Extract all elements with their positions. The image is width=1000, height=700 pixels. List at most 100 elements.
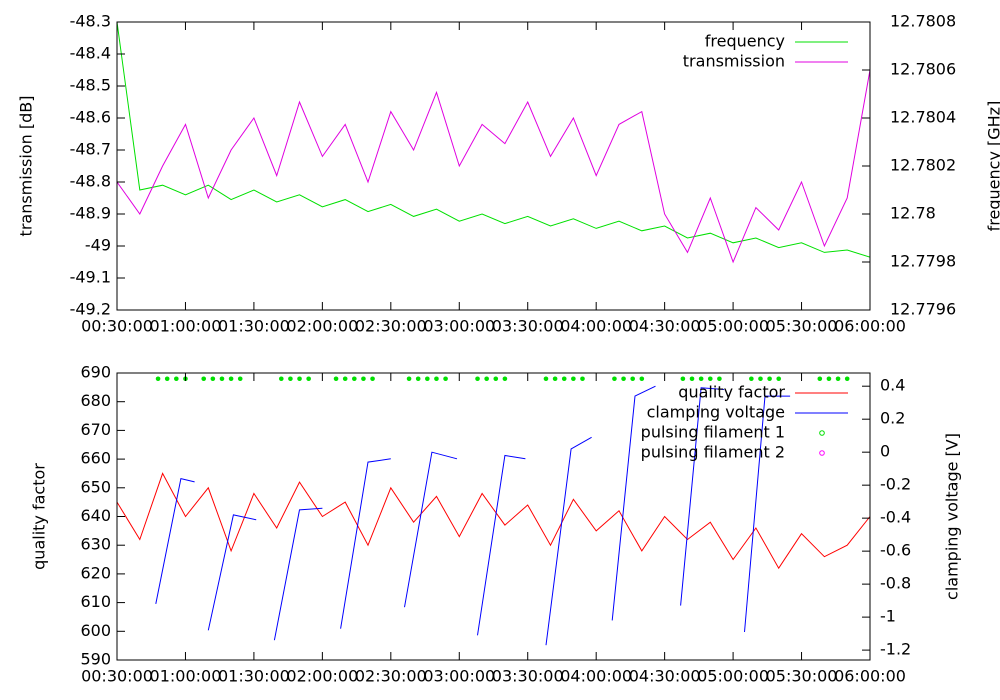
y2-tick-label: -0.4 (880, 508, 911, 527)
point (680, 376, 686, 382)
x-tick-label: 04:30:00 (629, 317, 701, 336)
y2-tick-label: 12.7798 (890, 252, 956, 271)
y2-tick-label: -1.2 (880, 640, 911, 659)
point (434, 376, 439, 382)
legend-label: pulsing filament 2 (641, 443, 785, 462)
point (561, 376, 567, 382)
point (155, 376, 161, 382)
legend-label: transmission (683, 52, 785, 71)
point (219, 376, 225, 382)
point (415, 376, 421, 382)
legend-label: quality factor (678, 383, 785, 402)
y-tick-label: 690 (80, 363, 111, 382)
point (210, 376, 216, 382)
x-tick-label: 04:00:00 (560, 317, 632, 336)
y-tick-label: 670 (80, 420, 111, 439)
x-tick-label: 00:30:00 (81, 317, 153, 336)
y-tick-label: 590 (80, 650, 111, 669)
point (278, 376, 284, 382)
point (352, 376, 357, 382)
y2-tick-label: -0.6 (880, 541, 911, 560)
y2-tick-label: -0.8 (880, 574, 911, 593)
y2-axis-label: frequency [GHz] (985, 101, 1000, 232)
y-tick-label: 610 (80, 592, 111, 611)
y-tick-label: -48.5 (70, 76, 111, 95)
y-tick-label: -48.4 (70, 44, 111, 63)
series-line (117, 22, 870, 258)
point (621, 376, 626, 382)
x-tick-label: 04:00:00 (560, 667, 632, 686)
x-tick-label: 03:30:00 (492, 317, 564, 336)
point (767, 376, 772, 382)
point (475, 376, 480, 382)
x-tick-label: 02:30:00 (355, 667, 427, 686)
y-tick-label: -48.3 (70, 12, 111, 31)
point (361, 376, 366, 382)
x-tick-label: 02:00:00 (286, 667, 358, 686)
x-tick-label: 06:00:00 (834, 317, 906, 336)
y2-tick-label: 12.7796 (890, 300, 956, 319)
y-tick-label: 600 (80, 621, 111, 640)
x-tick-label: 03:00:00 (423, 317, 495, 336)
point (758, 376, 763, 382)
point (698, 376, 704, 382)
series-line (117, 69, 870, 264)
y2-tick-label: 12.7808 (890, 12, 956, 31)
point (406, 376, 412, 382)
x-tick-label: 01:30:00 (218, 317, 290, 336)
y-tick-label: -49 (85, 236, 111, 255)
point (552, 376, 558, 382)
point (571, 376, 576, 382)
y2-tick-label: 0 (880, 442, 890, 461)
point (174, 376, 179, 382)
y2-tick-label: 0.4 (880, 376, 905, 395)
x-tick-label: 06:00:00 (834, 667, 906, 686)
legend-label: frequency (705, 32, 785, 51)
point (844, 376, 850, 382)
point (817, 376, 823, 382)
legend-marker (819, 430, 825, 436)
x-tick-label: 02:30:00 (355, 317, 427, 336)
y-tick-label: 650 (80, 477, 111, 496)
x-tick-label: 02:00:00 (286, 317, 358, 336)
point (612, 376, 617, 382)
plot-area (117, 22, 870, 264)
point (228, 376, 234, 382)
x-tick-label: 00:30:00 (81, 667, 153, 686)
y2-tick-label: -1 (880, 607, 896, 626)
y2-tick-label: 12.7802 (890, 156, 956, 175)
y-tick-label: 660 (80, 449, 111, 468)
y-axis-label: quality factor (30, 463, 49, 570)
point (237, 376, 243, 382)
point (306, 376, 311, 382)
legend-label: pulsing filament 1 (641, 423, 785, 442)
point (707, 376, 713, 382)
point (630, 376, 635, 382)
y-tick-label: 680 (80, 391, 111, 410)
legend-label: clamping voltage (647, 403, 785, 422)
y-tick-label: 630 (80, 535, 111, 554)
legend-marker (819, 450, 825, 456)
x-tick-label: 05:30:00 (766, 317, 838, 336)
point (201, 376, 207, 382)
y-tick-label: -48.9 (70, 204, 111, 223)
point (776, 376, 782, 382)
series-line (155, 385, 791, 646)
plot-area (117, 376, 870, 646)
point (580, 376, 585, 382)
y2-axis-label: clamping voltage [V] (943, 433, 962, 600)
point (749, 376, 754, 382)
x-tick-label: 05:30:00 (766, 667, 838, 686)
y-tick-label: -48.8 (70, 172, 111, 191)
point (164, 376, 170, 382)
point (484, 376, 489, 382)
y2-tick-label: 12.7806 (890, 60, 956, 79)
point (689, 376, 695, 382)
x-tick-label: 04:30:00 (629, 667, 701, 686)
x-tick-label: 01:00:00 (150, 667, 222, 686)
y2-tick-label: 12.78 (890, 204, 936, 223)
y-tick-label: -48.7 (70, 140, 111, 159)
x-tick-label: 05:00:00 (697, 667, 769, 686)
y-tick-label: 620 (80, 563, 111, 582)
